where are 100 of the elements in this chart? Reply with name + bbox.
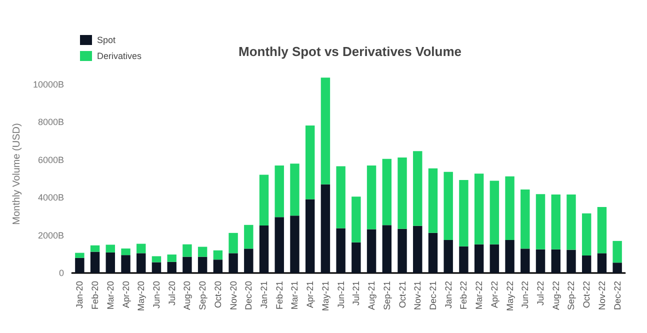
bar [320, 78, 330, 184]
legend-label: Spot [97, 35, 116, 45]
x-tick-label: Aug-21 [366, 281, 377, 310]
bar [274, 217, 284, 273]
x-tick-label: Dec-21 [428, 281, 438, 310]
bar [382, 158, 392, 226]
x-tick-label: Dec-22 [612, 281, 622, 310]
bar [428, 168, 438, 233]
bar [582, 255, 592, 273]
y-tick-label: 6000B [38, 154, 64, 165]
legend-label: Derivatives [97, 51, 142, 61]
bar [352, 196, 361, 242]
bar [413, 226, 422, 273]
bar [182, 244, 192, 257]
x-tick-label: Mar-21 [290, 281, 300, 310]
x-tick-label: Aug-22 [550, 281, 561, 310]
bar [336, 166, 346, 228]
bar [274, 166, 284, 218]
bar [244, 224, 254, 249]
bar [582, 213, 592, 256]
x-tick-label: Jun-21 [336, 281, 346, 309]
x-tick-label: Sep-21 [382, 281, 392, 310]
bar [505, 240, 514, 273]
x-tick-label: Jan-22 [443, 281, 454, 309]
bar [459, 246, 468, 273]
bar [398, 158, 407, 229]
bar [490, 180, 500, 244]
bar [167, 254, 176, 262]
x-tick-label: Feb-22 [458, 281, 469, 310]
x-tick-label: Nov-22 [596, 281, 607, 310]
bar [121, 255, 130, 273]
bar [382, 225, 392, 273]
bar [290, 216, 300, 273]
bar [106, 252, 116, 273]
bar [551, 194, 560, 250]
bar [551, 249, 560, 273]
bar [566, 194, 576, 250]
bar [259, 174, 269, 226]
bar [198, 256, 208, 273]
bar [182, 256, 192, 273]
x-tick-label: Apr-22 [489, 281, 500, 308]
x-tick-label: Jul-22 [536, 281, 546, 306]
y-axis-title: Monthly Volume (USD) [12, 123, 23, 225]
bar [520, 248, 530, 273]
y-tick-label: 10000B [32, 79, 64, 90]
x-tick-label: Feb-20 [90, 281, 100, 310]
bar [106, 244, 116, 252]
bar [428, 232, 438, 273]
bar [228, 232, 238, 254]
x-tick-label: Nov-21 [412, 281, 423, 310]
bar [398, 228, 407, 273]
bar [305, 199, 315, 273]
bar [90, 252, 100, 273]
bar [228, 253, 238, 273]
x-tick-label: May-21 [320, 281, 330, 312]
bar [121, 248, 130, 256]
bar [75, 252, 84, 258]
y-tick-label: 0 [58, 268, 64, 278]
x-tick-label: Sep-20 [198, 281, 208, 310]
bar [505, 176, 514, 240]
bar [612, 262, 622, 273]
x-tick-label: May-20 [136, 281, 146, 312]
x-tick-label: Jun-22 [520, 281, 530, 309]
bar [90, 245, 100, 252]
bar [520, 189, 530, 249]
y-tick-label: 8000B [38, 117, 64, 128]
bar [213, 250, 223, 260]
x-tick-label: Oct-20 [212, 281, 223, 308]
bar [536, 194, 546, 250]
bar [336, 228, 346, 273]
bar [413, 151, 422, 226]
x-tick-label: Apr-21 [305, 281, 316, 308]
bar [320, 184, 330, 273]
bar [352, 242, 361, 273]
bar [136, 244, 146, 254]
x-tick-label: Apr-20 [120, 281, 131, 308]
x-tick-label: Feb-21 [274, 281, 284, 310]
bar [305, 126, 315, 200]
x-tick-label: Jun-20 [151, 281, 162, 309]
bar [444, 172, 453, 240]
x-tick-label: Jan-20 [74, 281, 85, 309]
bar [459, 180, 468, 246]
bar [536, 249, 546, 273]
bar [566, 250, 576, 273]
x-tick-label: Jul-21 [351, 281, 362, 306]
bar [444, 240, 453, 273]
bar [152, 262, 162, 273]
bar [597, 253, 607, 273]
bar [244, 248, 254, 273]
bar [167, 262, 176, 273]
x-tick-label: May-22 [504, 281, 515, 312]
x-tick-label: Sep-22 [566, 281, 576, 310]
chart-title: Monthly Spot vs Derivatives Volume [238, 44, 462, 59]
bar [152, 256, 162, 262]
bar [259, 225, 269, 273]
x-tick-label: Oct-21 [397, 281, 408, 308]
y-tick-label: 2000B [38, 230, 64, 240]
y-tick-label: 4000B [38, 192, 64, 203]
x-tick-label: Mar-22 [474, 281, 484, 310]
bar [75, 258, 84, 273]
